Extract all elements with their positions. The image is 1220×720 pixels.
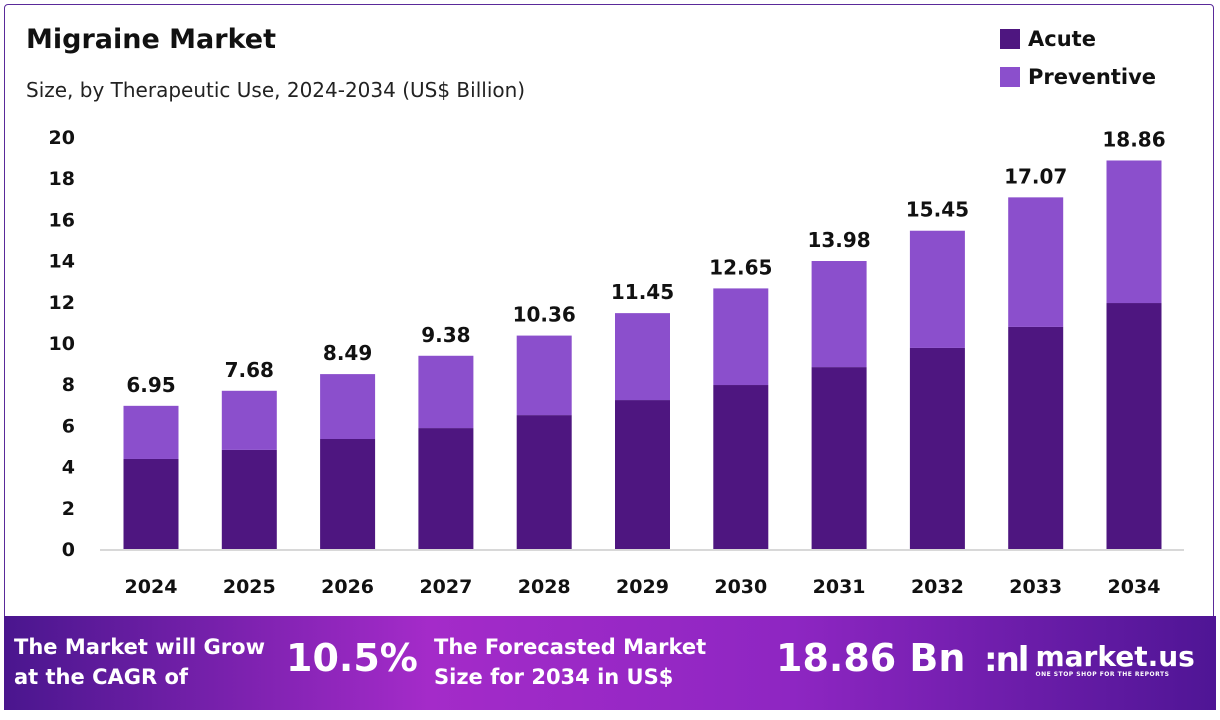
bar-preventive-2027 — [418, 355, 474, 429]
bar-acute-2032 — [909, 347, 965, 549]
y-tick-label: 8 — [62, 374, 75, 396]
forecast-value: 18.86 Bn — [776, 636, 966, 680]
chart-title: Migraine Market — [26, 24, 277, 55]
total-label-2029: 11.45 — [611, 280, 674, 304]
bar-acute-2029 — [615, 400, 670, 549]
logo-icon: :nl — [984, 640, 1029, 680]
cagr-value: 10.5% — [286, 636, 418, 680]
cagr-label: The Market will Grow at the CAGR of — [14, 632, 265, 692]
bar-acute-2024 — [123, 458, 179, 549]
bar-acute-2031 — [811, 367, 867, 549]
bar-preventive-2024 — [123, 405, 179, 459]
total-label-2031: 13.98 — [807, 228, 870, 252]
y-tick-label: 6 — [62, 415, 75, 437]
market-us-logo: :nl market.us ONE STOP SHOP FOR THE REPOR… — [984, 640, 1195, 680]
legend-item-preventive: Preventive — [1000, 58, 1156, 96]
total-label-2025: 7.68 — [225, 358, 274, 382]
y-tick-label: 20 — [49, 127, 75, 149]
x-tick-label: 2034 — [1108, 576, 1161, 598]
total-label-2034: 18.86 — [1102, 127, 1165, 151]
x-tick-label: 2029 — [616, 576, 669, 598]
chart-plot: 0 2 4 6 8 10 12 14 16 18 20 6.95 2024 7.68 2025 8.49 202… — [49, 127, 1184, 598]
logo-tagline: ONE STOP SHOP FOR THE REPORTS — [1035, 670, 1170, 678]
forecast-label: The Forecasted Market Size for 2034 in US… — [434, 632, 706, 692]
x-tick-label: 2031 — [813, 576, 866, 598]
bar-preventive-2029 — [615, 313, 670, 401]
chart-subtitle: Size, by Therapeutic Use, 2024-2034 (US$… — [26, 78, 526, 102]
total-label-2030: 12.65 — [709, 255, 772, 279]
y-tick-label: 4 — [62, 457, 75, 479]
total-label-2032: 15.45 — [906, 198, 969, 222]
y-tick-label: 16 — [49, 209, 75, 231]
y-tick-label: 2 — [62, 498, 75, 520]
x-tick-label: 2026 — [321, 576, 374, 598]
total-label-2033: 17.07 — [1004, 164, 1067, 188]
legend-item-acute: Acute — [1000, 20, 1156, 58]
total-label-2024: 6.95 — [126, 373, 175, 397]
y-tick-label: 12 — [49, 292, 75, 314]
bar-acute-2030 — [713, 385, 769, 549]
bar-acute-2033 — [1008, 326, 1064, 549]
total-label-2027: 9.38 — [421, 323, 470, 347]
logo-name: market.us — [1035, 639, 1195, 673]
bar-acute-2026 — [320, 438, 376, 549]
bar-preventive-2030 — [713, 288, 769, 386]
y-tick-label: 0 — [62, 539, 75, 561]
total-label-2028: 10.36 — [513, 303, 576, 327]
forecast-label-line1: The Forecasted Market — [434, 635, 707, 659]
legend-swatch-preventive — [1000, 67, 1020, 87]
forecast-label-line2: Size for 2034 in US$ — [434, 665, 674, 689]
legend-swatch-acute — [1000, 29, 1020, 49]
cagr-label-line2: at the CAGR of — [14, 665, 189, 689]
bar-preventive-2033 — [1008, 197, 1064, 327]
bar-preventive-2034 — [1106, 160, 1162, 304]
bar-preventive-2032 — [909, 230, 965, 348]
bar-preventive-2026 — [320, 374, 376, 439]
legend-label-acute: Acute — [1028, 27, 1096, 51]
y-tick-label: 18 — [49, 168, 75, 190]
y-tick-label: 10 — [49, 333, 75, 355]
x-tick-label: 2027 — [419, 576, 472, 598]
bar-acute-2027 — [418, 428, 474, 549]
x-tick-label: 2028 — [518, 576, 571, 598]
legend: Acute Preventive — [1000, 20, 1156, 96]
legend-label-preventive: Preventive — [1028, 65, 1157, 89]
x-tick-label: 2032 — [911, 576, 964, 598]
bar-acute-2025 — [221, 449, 277, 549]
x-tick-label: 2030 — [714, 576, 767, 598]
bar-acute-2034 — [1106, 303, 1162, 549]
bar-acute-2028 — [516, 415, 572, 549]
footer-banner: The Market will Grow at the CAGR of 10.5%… — [4, 616, 1216, 710]
cagr-label-line1: The Market will Grow — [14, 635, 265, 659]
bar-preventive-2031 — [811, 261, 867, 368]
x-tick-label: 2033 — [1009, 576, 1062, 598]
x-tick-label: 2024 — [125, 576, 178, 598]
total-label-2026: 8.49 — [323, 341, 372, 365]
bar-preventive-2025 — [221, 390, 277, 450]
bar-preventive-2028 — [516, 335, 572, 416]
y-tick-label: 14 — [49, 251, 75, 273]
x-tick-label: 2025 — [223, 576, 276, 598]
